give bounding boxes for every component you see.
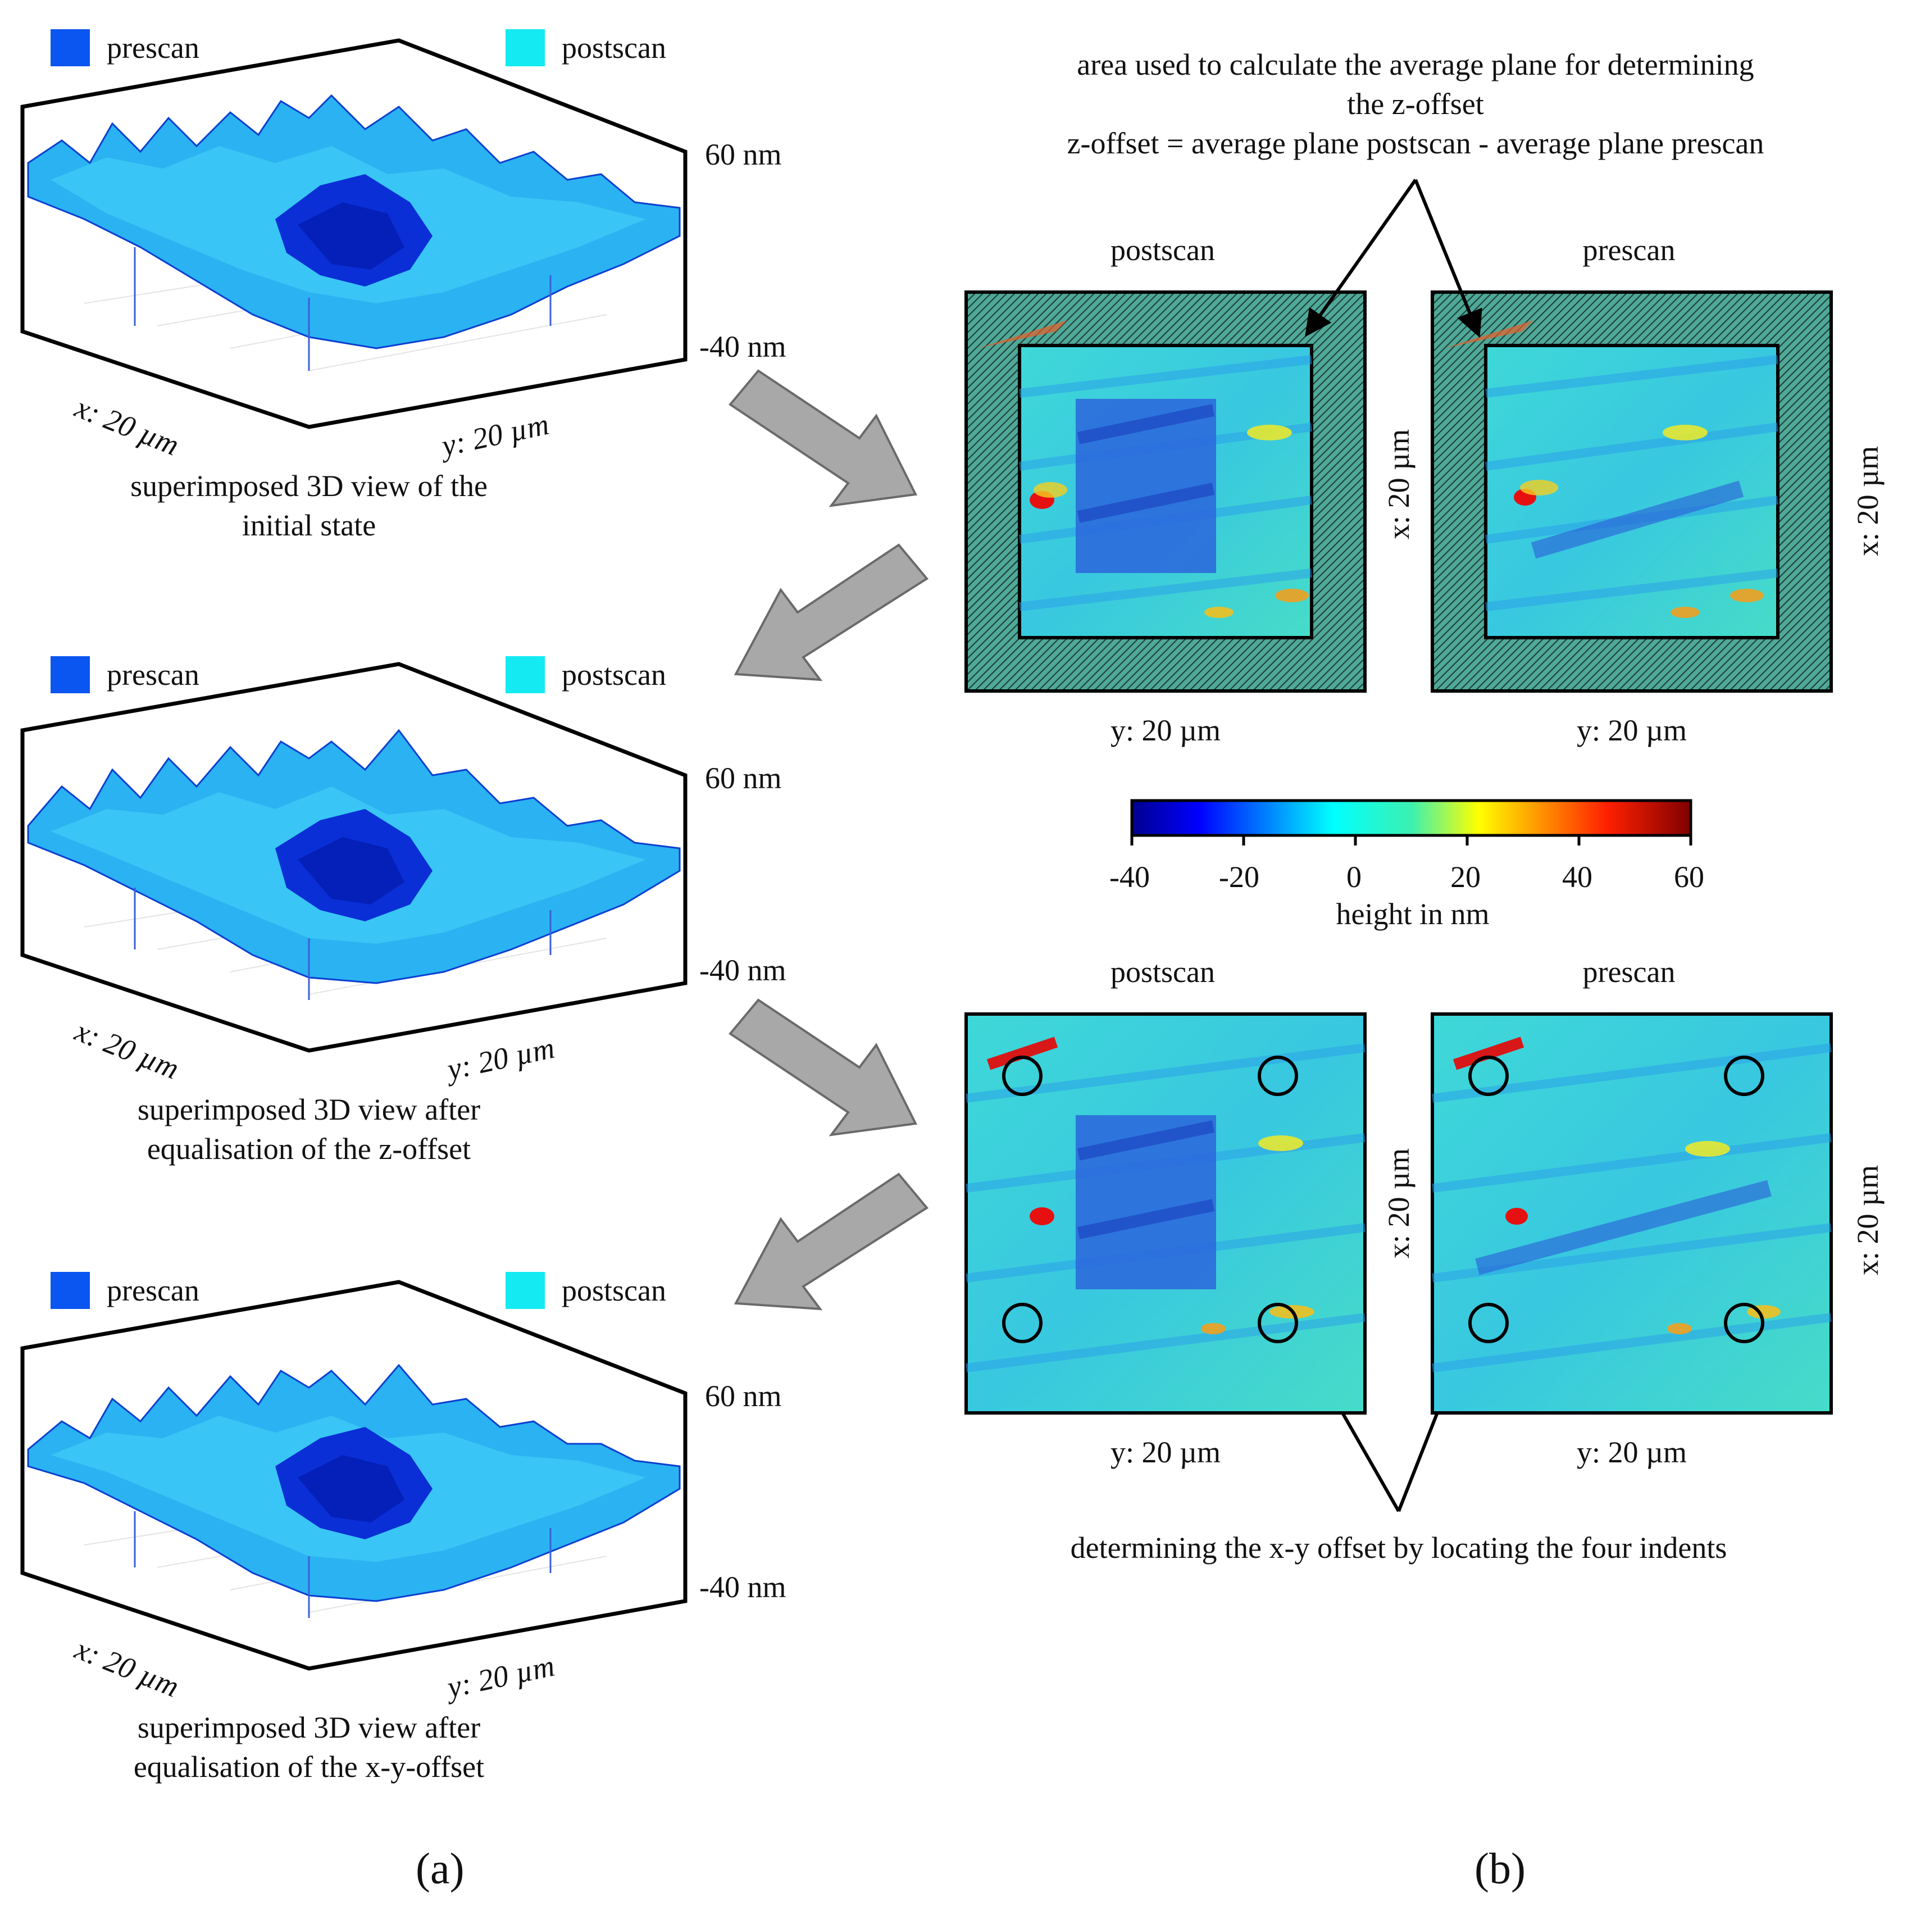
bottom-left-map-y-axis: y: 20 µm: [1110, 1435, 1221, 1469]
bottom-right-map: [1431, 1012, 1833, 1415]
colorbar-tick: 60: [1674, 860, 1704, 894]
top-right-map-y-axis: y: 20 µm: [1576, 713, 1687, 747]
bottom-left-map: [964, 1012, 1367, 1415]
caption-line1: superimposed 3D view after: [137, 1711, 481, 1744]
legend-prescan-swatch: [51, 1272, 90, 1309]
surface-plot-1: [20, 38, 688, 429]
legend-prescan-swatch: [51, 29, 90, 66]
indent-marker: [1468, 1303, 1509, 1343]
annotation-top-line2: the z-offset: [1347, 87, 1484, 121]
caption-line1: superimposed 3D view after: [137, 1093, 481, 1126]
z-bottom-label: -40 nm: [699, 953, 786, 987]
top-right-map: [1431, 290, 1833, 693]
bottom-right-map-title: prescan: [1582, 955, 1676, 989]
caption-line2: equalisation of the x-y-offset: [133, 1750, 485, 1784]
indent-marker: [1724, 1056, 1764, 1096]
caption-line1: superimposed 3D view of the: [130, 469, 488, 503]
z-bottom-label: -40 nm: [699, 330, 786, 363]
legend-prescan-label: prescan: [107, 658, 199, 692]
top-left-map-title: postscan: [1110, 233, 1215, 267]
panel-label-a: (a): [416, 1844, 465, 1893]
legend-prescan-label: prescan: [107, 1274, 199, 1307]
panel-label-b: (b): [1474, 1844, 1526, 1893]
colorbar-label: height in nm: [1336, 897, 1490, 931]
caption-line2: equalisation of the z-offset: [147, 1132, 471, 1166]
top-right-map-title: prescan: [1582, 233, 1676, 267]
legend-postscan-swatch: [506, 29, 545, 66]
indent-marker: [1002, 1303, 1043, 1343]
flow-arrow-4: [734, 1172, 929, 1311]
colorbar-tick: 20: [1450, 860, 1481, 894]
colorbar-tick: 40: [1562, 860, 1592, 894]
z-top-label: 60 nm: [705, 761, 782, 795]
legend-postscan-label: postscan: [562, 658, 666, 692]
flow-arrow-1: [729, 369, 918, 507]
surface-plot-2: [20, 662, 688, 1053]
annotation-top-line3: z-offset = average plane postscan - aver…: [1067, 126, 1764, 160]
indent-marker: [1258, 1303, 1298, 1343]
indent-marker: [1468, 1056, 1509, 1096]
top-maps: [964, 290, 1833, 693]
bottom-right-map-x-axis: x: 20 µm: [1851, 1165, 1885, 1275]
z-top-label: 60 nm: [705, 1379, 782, 1413]
flow-arrow-2: [734, 543, 929, 681]
colorbar-tick: -40: [1109, 860, 1150, 894]
legend-postscan-swatch: [506, 1272, 545, 1309]
z-top-label: 60 nm: [705, 138, 782, 171]
annotation-bottom: determining the x-y offset by locating t…: [1070, 1531, 1727, 1565]
bottom-right-map-y-axis: y: 20 µm: [1576, 1435, 1687, 1469]
caption-line2: initial state: [242, 508, 376, 542]
surface-plot-3: [20, 1280, 688, 1671]
legend-postscan-label: postscan: [562, 1274, 666, 1307]
legend-postscan-swatch: [506, 656, 545, 693]
legend-postscan-label: postscan: [562, 31, 666, 65]
top-left-map-y-axis: y: 20 µm: [1110, 713, 1221, 747]
flow-arrow-3: [729, 998, 918, 1137]
bottom-left-map-title: postscan: [1110, 955, 1215, 989]
bottom-maps: [964, 1012, 1833, 1415]
legend-prescan-swatch: [51, 656, 90, 693]
colorbar-scale: [1130, 799, 1692, 845]
legend-prescan-label: prescan: [107, 31, 199, 65]
colorbar-tick: 0: [1346, 860, 1362, 894]
annotation-top-line1: area used to calculate the average plane…: [1077, 48, 1754, 81]
z-bottom-label: -40 nm: [699, 1570, 786, 1604]
indent-marker: [1258, 1056, 1298, 1096]
top-left-map: [964, 290, 1367, 693]
indent-marker: [1724, 1303, 1764, 1343]
indent-marker: [1002, 1056, 1043, 1096]
colorbar-tick: -20: [1219, 860, 1259, 894]
bottom-left-map-x-axis: x: 20 µm: [1382, 1148, 1416, 1258]
